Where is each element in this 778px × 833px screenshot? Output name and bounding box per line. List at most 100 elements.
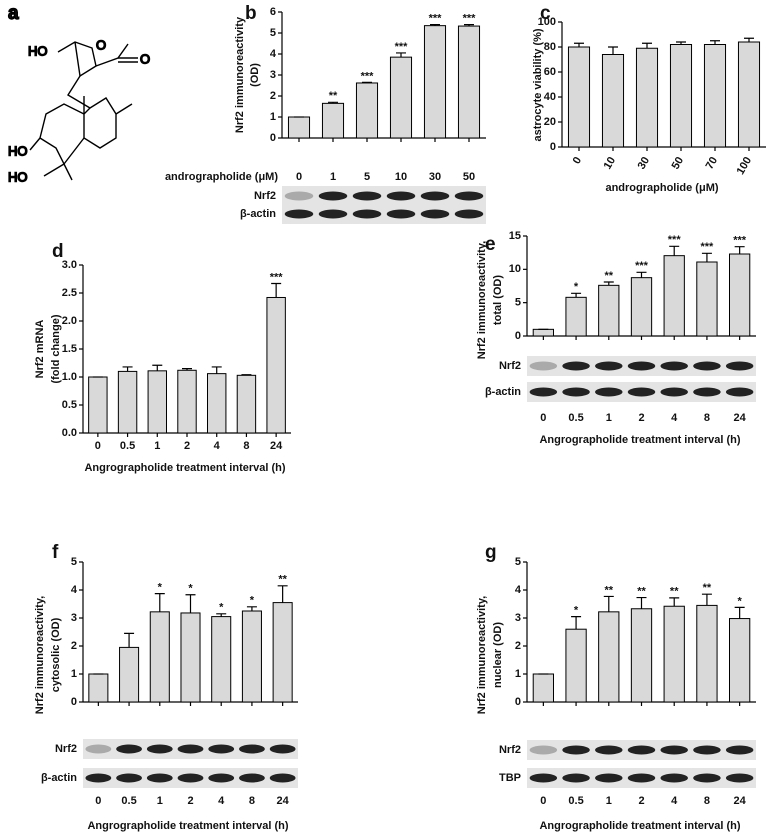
bond (57, 41, 97, 78)
significance: * (188, 583, 193, 595)
bar (177, 369, 197, 434)
error-bar (246, 606, 257, 611)
blot-band (386, 209, 416, 219)
bar (630, 608, 653, 703)
x-tick-label: 4 (214, 440, 221, 452)
blot-band (116, 744, 142, 754)
blot-band (562, 773, 590, 783)
significance: ** (329, 90, 338, 102)
blot-band (208, 773, 235, 783)
x-tick-label: 0 (95, 440, 101, 452)
error-bar (124, 632, 135, 648)
bond (83, 97, 117, 149)
y-tick-label: 100 (538, 16, 556, 28)
blot-band (352, 209, 382, 219)
y-tick-label: 4 (515, 584, 522, 596)
blot-label: Nrf2 (499, 360, 521, 372)
blot-band (693, 387, 721, 397)
error-bar (328, 101, 338, 104)
x-tick-label: 50 (463, 171, 475, 183)
blot-band (386, 191, 416, 201)
x-tick-label: 0.5 (120, 440, 135, 452)
y-axis-label: (OD) (249, 63, 261, 87)
bond (43, 163, 65, 177)
x-tick-label: 4 (218, 795, 225, 807)
error-bar (571, 616, 582, 630)
significance: * (158, 582, 163, 594)
bond (63, 163, 73, 181)
bar (117, 370, 138, 434)
x-axis-label: Angrographolide treatment interval (h) (539, 434, 740, 446)
y-tick-label: 4 (71, 584, 78, 596)
blot-band (529, 773, 558, 783)
y-tick-label: 3 (270, 69, 276, 81)
atom-label: HO (28, 43, 48, 58)
blot-band (454, 209, 484, 219)
significance: * (219, 602, 224, 614)
bar (147, 370, 167, 434)
y-tick-label: 2.0 (62, 315, 77, 327)
error-bar (396, 52, 406, 58)
y-tick-label: 2 (71, 640, 77, 652)
error-bar (277, 585, 288, 603)
significance: *** (635, 260, 649, 272)
blot-band (239, 744, 265, 754)
blot-band (529, 361, 558, 371)
y-tick-label: 6 (270, 6, 276, 18)
error-bar (464, 24, 474, 27)
x-tick-label: 1 (330, 171, 336, 183)
blot-band (725, 361, 754, 371)
x-tick-label: 30 (636, 155, 653, 172)
blot-strip (282, 186, 486, 206)
blot-band (725, 387, 754, 397)
y-tick-label: 0 (515, 330, 521, 342)
significance: ** (605, 584, 614, 596)
x-tick-label: 24 (277, 795, 290, 807)
blot-band (284, 191, 314, 201)
x-tick-label: 0 (540, 795, 546, 807)
bar (729, 618, 751, 703)
error-bar (122, 366, 133, 372)
panel-label: f (52, 542, 59, 563)
bar (630, 277, 653, 337)
bar (457, 25, 481, 139)
significance: *** (395, 41, 409, 53)
significance: *** (733, 235, 747, 247)
y-axis-label: cytosolic (OD) (50, 617, 62, 692)
blot-band (627, 387, 656, 397)
error-bar (241, 374, 252, 376)
x-axis-label: Angrographolide treatment interval (h) (539, 820, 740, 832)
x-tick-label: 8 (704, 412, 710, 424)
x-tick-label: 24 (734, 412, 747, 424)
bar (635, 47, 659, 148)
x-tick-label: 4 (671, 412, 678, 424)
error-bar (216, 613, 227, 617)
y-tick-label: 1 (270, 111, 276, 123)
error-bar (642, 42, 652, 49)
blot-band (693, 745, 721, 755)
blot-band (562, 745, 590, 755)
error-bar (701, 252, 712, 262)
error-bar (669, 597, 680, 607)
error-bar (734, 606, 745, 619)
panel-label: g (485, 542, 497, 563)
x-tick-label: 1 (606, 412, 612, 424)
bond (115, 103, 133, 115)
x-tick-label: 10 (395, 171, 407, 183)
chemical-structure: a HO O O HO HO (7, 2, 151, 185)
blot-label: β-actin (485, 386, 521, 398)
y-axis-label: nuclear (OD) (492, 622, 504, 688)
significance: *** (463, 13, 477, 25)
y-tick-label: 40 (544, 91, 556, 103)
bar (729, 253, 751, 337)
significance: ** (605, 270, 614, 282)
y-tick-label: 2 (515, 640, 521, 652)
blot-band (146, 773, 173, 783)
y-axis-label: Nrf2 immunoreactivity, (476, 596, 488, 714)
blot-band (627, 773, 656, 783)
blot-band (420, 191, 450, 201)
x-tick-label: 1 (154, 440, 160, 452)
blot-label: Nrf2 (254, 190, 276, 202)
panel-label: b (245, 3, 257, 24)
x-tick-label: 0.5 (568, 795, 583, 807)
